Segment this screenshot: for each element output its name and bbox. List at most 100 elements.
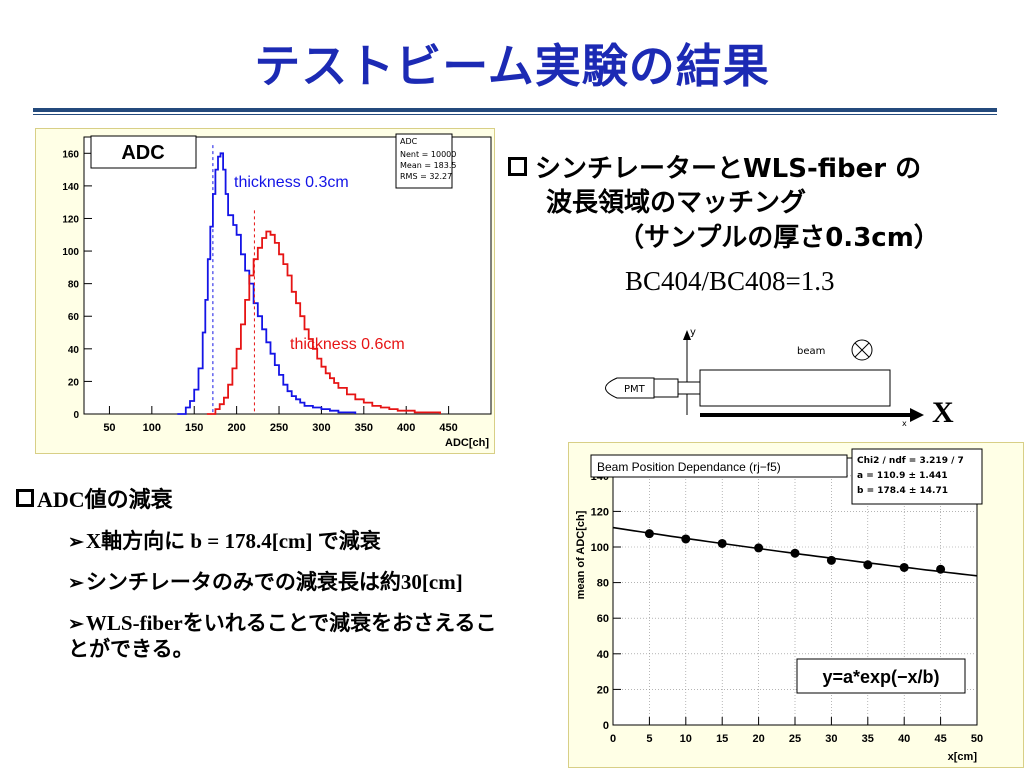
x-tick-label: 0 [610,733,616,745]
chart-title: Beam Position Dependance (rj−f5) [597,460,781,474]
left-bullet-head: ADC値の減衰 [16,482,506,514]
y-tick-label: 60 [68,312,80,323]
x-tick-label: 25 [789,733,801,745]
arrow-bullet-icon: ➢ [68,613,84,635]
light-guide [653,378,679,398]
x-tick-label: 250 [270,422,288,434]
x-axis-arrow-icon [910,408,924,422]
right-bullet-line3: （サンプルの厚さ0.3cm） [618,222,940,253]
x-tick-label: 40 [898,733,910,745]
x-tick-label: 35 [862,733,874,745]
stats-line: RMS = 32.27 [400,172,452,181]
square-bullet-icon [508,157,527,176]
y-tick-label: 160 [62,149,79,160]
ratio-text: BC404/BC408=1.3 [625,266,835,296]
y-tick-label: 80 [68,280,80,291]
y-axis-label: mean of ADC[ch] [575,510,587,599]
stats-line: a = 110.9 ± 1.441 [857,471,948,481]
stats-line: Chi2 / ndf = 3.219 / 7 [857,456,964,466]
right-bullet-line2: 波長領域のマッチング [546,188,807,219]
x-tick-label: 20 [752,733,764,745]
fit-formula: y=a*exp(−x/b) [822,667,939,687]
y-tick-label: 40 [68,345,80,356]
left-bullet-item-1: ➢X軸方向に b = 178.4[cm] で減衰 [68,529,381,553]
x-tick-label: 50 [103,422,115,434]
y-tick-label: 120 [62,214,79,225]
y-tick-label: 20 [597,684,609,696]
data-point [754,543,764,553]
left-bullet-item-2: ➢シンチレータのみでの減衰長は約30[cm] [68,569,463,594]
stats-name: ADC [400,137,418,146]
y-tick-label: 60 [597,613,609,625]
stats-line: Mean = 183.5 [400,161,457,170]
data-point [899,562,909,572]
x-tick-label: 150 [185,422,203,434]
arrow-bullet-icon: ➢ [68,572,84,594]
x-tick-label: 300 [312,422,330,434]
histogram-series-1 [177,152,357,415]
x-axis-label: ADC[ch] [445,437,489,449]
y-axis-arrow-icon [683,330,691,340]
right-bullet: シンチレーターとWLS-fiber の 波長領域のマッチング （サンプルの厚さ0… [508,152,1008,255]
y-axis-label: y [690,327,696,338]
x-tick-label: 350 [355,422,373,434]
y-tick-label: 0 [603,720,609,732]
x-tick-label: 450 [439,422,457,434]
beam-label: beam [797,346,825,357]
page-title: テストビーム実験の結果 [254,39,770,93]
beam-schematic: y beam PMT x [605,327,924,428]
data-point [644,529,654,539]
y-tick-label: 80 [597,578,609,590]
formula-box [796,658,966,694]
data-point [826,555,836,565]
scintillator-bar [699,369,891,407]
x-tick-label: 200 [227,422,245,434]
square-bullet-icon [16,489,34,507]
x-axis-label: x[cm] [948,751,978,763]
x-tick-label: 50 [971,733,983,745]
right-bullet-line1: シンチレーターとWLS-fiber の [508,152,1008,186]
x-tick-label: 400 [397,422,415,434]
title-rule-thin [33,114,997,115]
x-tick-label: 5 [646,733,652,745]
y-tick-label: 0 [73,410,79,421]
pmt-label: PMT [624,384,646,395]
y-tick-label: 40 [597,649,609,661]
left-bullet-item-3: ➢WLS-fiberをいれることで減衰をおさえることができる。 [68,610,497,662]
x-tick-label: 10 [680,733,692,745]
x-tick-label: 15 [716,733,728,745]
stats-line: b = 178.4 ± 14.71 [857,486,948,496]
beam-direction-icon [851,339,873,361]
data-point [681,534,691,544]
y-tick-label: 140 [62,182,79,193]
adc-histogram-panel: 0 20 40 60 80 100 120 140 160 50 100 150 200 250 300 35… [35,128,495,454]
y-tick-label: 120 [591,506,609,518]
stats-box [851,448,983,505]
title-box [90,135,197,169]
x-tick-label: 30 [825,733,837,745]
stats-box [395,133,453,189]
x-tick-label: 45 [934,733,946,745]
title-rule [33,108,997,112]
y-tick-label: 20 [68,377,80,388]
series-label-1: thickness 0.3cm [234,174,349,191]
histogram-series-2 [206,230,441,415]
coupler [677,381,701,395]
title-box [590,454,848,478]
data-point [863,560,873,570]
arrow-bullet-icon: ➢ [68,532,84,553]
chart-title: ADC [121,142,164,164]
beam-position-panel: 02040608010012014005101520253035404550x[… [568,442,1024,768]
y-tick-label: 100 [62,247,79,258]
pmt-shape [605,377,655,399]
stats-line: Nent = 10000 [400,150,456,159]
data-point [790,548,800,558]
series-label-2: thickness 0.6cm [290,336,405,353]
beam-cross-b [854,342,870,358]
data-point [717,538,727,548]
x-tick-label: 100 [143,422,161,434]
beam-position-chart: 02040608010012014005101520253035404550x[… [575,448,983,763]
adc-histogram: 0 20 40 60 80 100 120 140 160 50 100 150 200 250 300 35… [62,133,492,449]
x-axis-small-label: x [902,419,907,428]
left-bullet: ADC値の減衰 ➢X軸方向に b = 178.4[cm] で減衰 ➢シンチレータ… [16,482,506,663]
